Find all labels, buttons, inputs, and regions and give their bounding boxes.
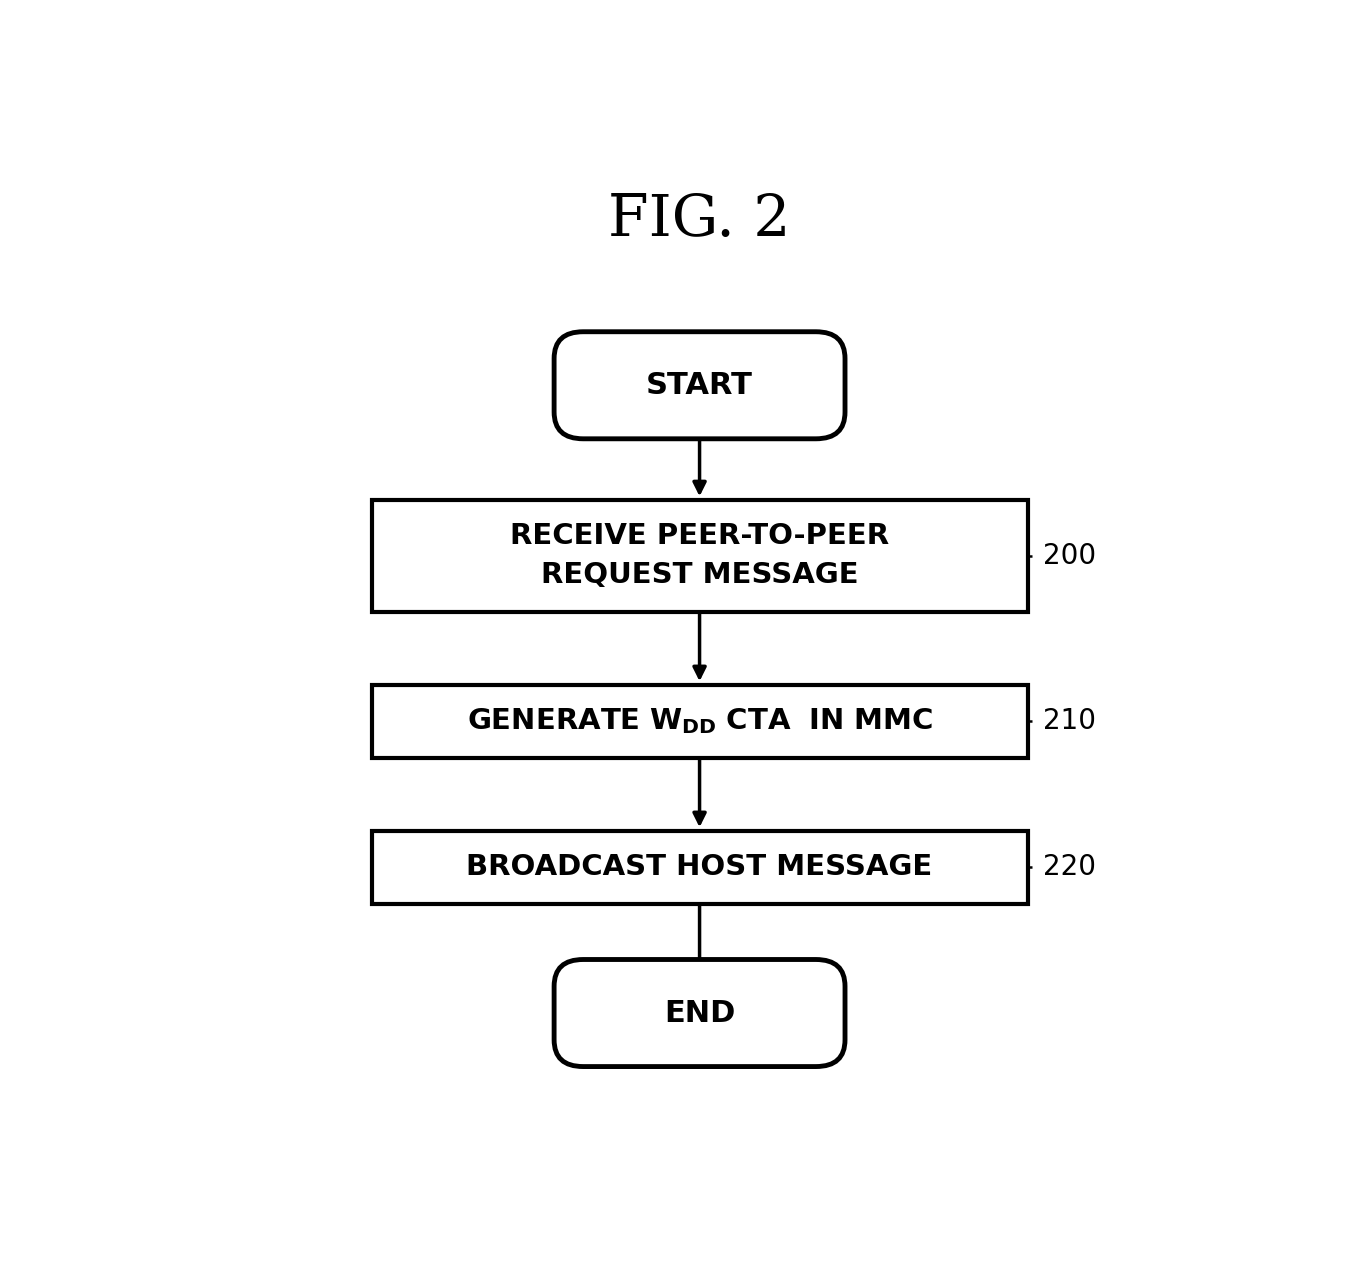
- Bar: [371, 499, 1028, 612]
- Bar: [371, 830, 1028, 904]
- Text: $\mathbf{GENERATE\ W_{DD}\ CTA\ \ IN\ MMC}$: $\mathbf{GENERATE\ W_{DD}\ CTA\ \ IN\ MM…: [467, 707, 932, 736]
- Text: 200: 200: [1043, 541, 1096, 570]
- Text: END: END: [663, 999, 736, 1028]
- Text: BROADCAST HOST MESSAGE: BROADCAST HOST MESSAGE: [467, 853, 932, 881]
- Text: FIG. 2: FIG. 2: [609, 192, 790, 248]
- FancyBboxPatch shape: [554, 959, 845, 1067]
- Text: 220: 220: [1043, 853, 1096, 881]
- Text: START: START: [646, 370, 753, 399]
- FancyBboxPatch shape: [554, 331, 845, 439]
- Text: RECEIVE PEER-TO-PEER
REQUEST MESSAGE: RECEIVE PEER-TO-PEER REQUEST MESSAGE: [511, 522, 889, 589]
- Text: 210: 210: [1043, 707, 1096, 736]
- Bar: [371, 685, 1028, 757]
